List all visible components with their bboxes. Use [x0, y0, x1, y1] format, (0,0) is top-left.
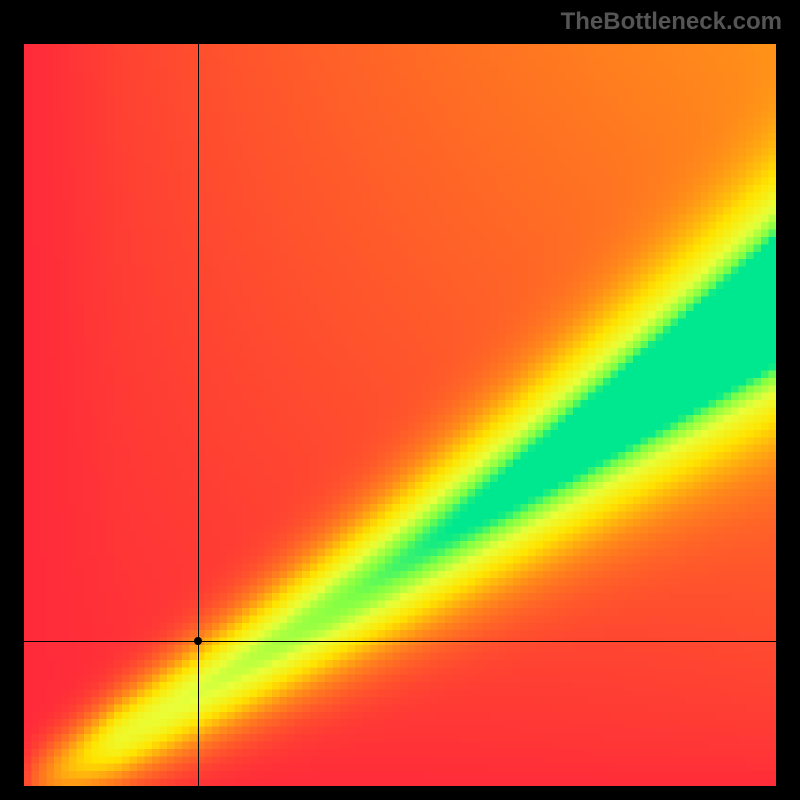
watermark-text: TheBottleneck.com: [561, 8, 782, 36]
heatmap-plot: [24, 44, 776, 786]
crosshair-horizontal: [24, 641, 776, 642]
crosshair-vertical: [198, 44, 199, 786]
crosshair-marker: [194, 637, 202, 645]
heatmap-canvas: [24, 44, 776, 786]
